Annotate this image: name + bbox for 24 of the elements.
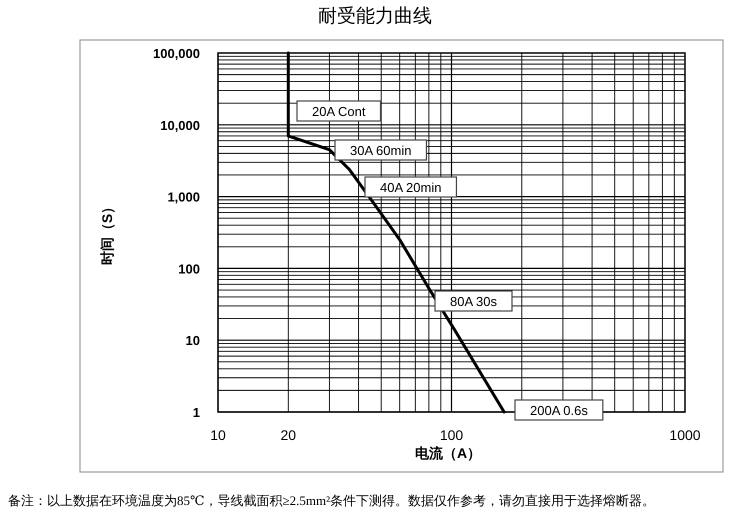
x-tick-label: 100 [440,427,464,443]
x-tick-label: 1000 [669,427,701,443]
annotation: 80A 30s [434,290,513,312]
y-tick-label: 10,000 [160,118,200,133]
y-tick-label: 100 [178,261,200,276]
x-tick-label: 20 [280,427,296,443]
annotation: 40A 20min [380,180,442,195]
text: 备注：以上数据在环境温度为85℃，导线截面积≥2.5mm²条件下测得。数据仅作参考，请勿直接用于选择熔断器。 [8,493,656,508]
y-tick-label: 10 [186,333,200,348]
annotation: 40A 20min [364,176,458,198]
annotation: 200A 0.6s [514,399,604,421]
annotation: 30A 60min [350,143,412,158]
annotation: 80A 30s [450,294,498,309]
annotation: 30A 60min [334,139,428,161]
x-tick-label: 10 [210,427,226,443]
y-tick-label: 100,000 [153,46,200,61]
annotation: 200A 0.6s [530,403,588,418]
annotation: 20A Cont [312,104,366,119]
y-tick-label: 1 [192,405,200,420]
x-axis-title: 电流（A） [414,445,482,461]
y-tick-label: 1,000 [167,190,200,205]
chart-title: 耐受能力曲线 [318,6,432,27]
y-axis-title: 时间（S） [99,200,115,266]
annotation: 20A Cont [296,100,382,122]
